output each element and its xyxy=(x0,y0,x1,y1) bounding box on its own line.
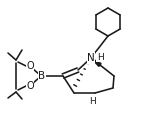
Text: N: N xyxy=(87,53,95,63)
Text: O: O xyxy=(26,61,34,71)
Polygon shape xyxy=(91,58,101,66)
Text: O: O xyxy=(26,81,34,91)
Text: H: H xyxy=(97,53,103,61)
Text: B: B xyxy=(39,71,46,81)
Text: H: H xyxy=(90,97,96,105)
